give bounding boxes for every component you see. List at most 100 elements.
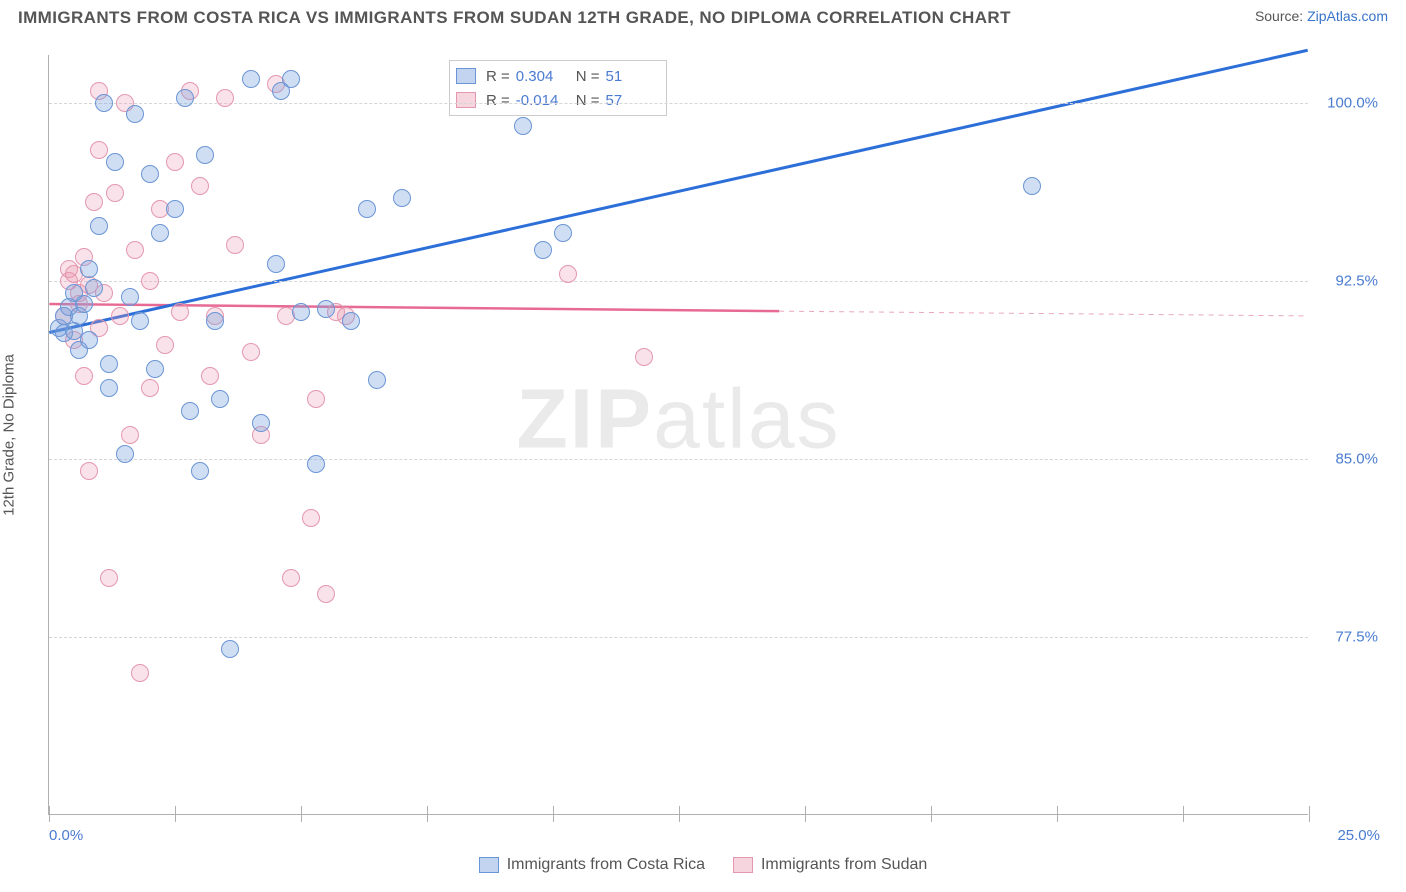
x-tick xyxy=(805,814,806,822)
scatter-point-costa-rica xyxy=(514,117,532,135)
scatter-point-sudan xyxy=(80,462,98,480)
scatter-point-sudan xyxy=(171,303,189,321)
legend-swatch-blue xyxy=(456,68,476,84)
source-attribution: Source: ZipAtlas.com xyxy=(1255,8,1388,24)
scatter-point-sudan xyxy=(226,236,244,254)
x-tick xyxy=(1183,814,1184,822)
gridline xyxy=(49,459,1308,460)
x-tick xyxy=(301,814,302,822)
scatter-point-sudan xyxy=(100,569,118,587)
scatter-point-costa-rica xyxy=(317,300,335,318)
x-tick-inner xyxy=(427,806,428,814)
x-tick-inner xyxy=(679,806,680,814)
scatter-point-sudan xyxy=(111,307,129,325)
legend-swatch-blue-icon xyxy=(479,857,499,873)
scatter-point-costa-rica xyxy=(181,402,199,420)
scatter-point-sudan xyxy=(559,265,577,283)
x-tick-inner xyxy=(175,806,176,814)
x-tick xyxy=(553,814,554,822)
scatter-point-sudan xyxy=(126,241,144,259)
scatter-point-sudan xyxy=(201,367,219,385)
x-tick-inner xyxy=(805,806,806,814)
x-tick-inner xyxy=(1057,806,1058,814)
r-value-blue: 0.304 xyxy=(516,68,566,85)
x-tick xyxy=(427,814,428,822)
scatter-point-sudan xyxy=(216,89,234,107)
scatter-point-sudan xyxy=(317,585,335,603)
scatter-point-costa-rica xyxy=(206,312,224,330)
scatter-point-costa-rica xyxy=(100,379,118,397)
y-axis-label: 12th Grade, No Diploma xyxy=(1,354,18,516)
scatter-point-sudan xyxy=(121,426,139,444)
scatter-point-sudan xyxy=(141,379,159,397)
scatter-point-sudan xyxy=(242,343,260,361)
scatter-point-costa-rica xyxy=(267,255,285,273)
x-tick-inner xyxy=(931,806,932,814)
legend-swatch-pink xyxy=(456,92,476,108)
scatter-point-costa-rica xyxy=(292,303,310,321)
scatter-point-costa-rica xyxy=(554,224,572,242)
scatter-point-costa-rica xyxy=(1023,177,1041,195)
scatter-point-costa-rica xyxy=(85,279,103,297)
chart-title: IMMIGRANTS FROM COSTA RICA VS IMMIGRANTS… xyxy=(18,8,1011,28)
trend-line xyxy=(49,50,1307,332)
scatter-point-costa-rica xyxy=(100,355,118,373)
x-tick-inner xyxy=(49,806,50,814)
scatter-point-costa-rica xyxy=(282,70,300,88)
trend-line xyxy=(779,311,1308,316)
scatter-point-costa-rica xyxy=(166,200,184,218)
scatter-point-sudan xyxy=(90,141,108,159)
x-tick xyxy=(49,814,50,822)
scatter-point-sudan xyxy=(141,272,159,290)
chart-container: 12th Grade, No Diploma ZIPatlas 0.0% 25.… xyxy=(48,55,1388,815)
n-label: N = xyxy=(576,92,600,109)
legend-item-sudan: Immigrants from Sudan xyxy=(733,856,927,874)
y-tick-label: 92.5% xyxy=(1318,272,1378,289)
scatter-point-costa-rica xyxy=(80,331,98,349)
scatter-point-costa-rica xyxy=(75,295,93,313)
scatter-point-costa-rica xyxy=(106,153,124,171)
x-tick xyxy=(679,814,680,822)
y-tick-label: 77.5% xyxy=(1318,628,1378,645)
x-tick-inner xyxy=(1183,806,1184,814)
scatter-point-sudan xyxy=(75,367,93,385)
source-link[interactable]: ZipAtlas.com xyxy=(1307,8,1388,24)
scatter-point-sudan xyxy=(131,664,149,682)
scatter-point-costa-rica xyxy=(116,445,134,463)
scatter-point-costa-rica xyxy=(90,217,108,235)
scatter-point-sudan xyxy=(106,184,124,202)
scatter-point-costa-rica xyxy=(141,165,159,183)
scatter-point-costa-rica xyxy=(252,414,270,432)
n-value-blue: 51 xyxy=(606,68,656,85)
scatter-point-sudan xyxy=(166,153,184,171)
n-label: N = xyxy=(576,68,600,85)
trend-lines-svg xyxy=(49,55,1308,814)
scatter-point-costa-rica xyxy=(80,260,98,278)
stats-legend-row-1: R = 0.304 N = 51 xyxy=(456,64,656,88)
scatter-point-costa-rica xyxy=(191,462,209,480)
r-label: R = xyxy=(486,68,510,85)
r-value-pink: -0.014 xyxy=(516,92,566,109)
stats-legend-row-2: R = -0.014 N = 57 xyxy=(456,88,656,112)
scatter-point-costa-rica xyxy=(131,312,149,330)
scatter-point-sudan xyxy=(85,193,103,211)
stats-legend-box: R = 0.304 N = 51 R = -0.014 N = 57 xyxy=(449,60,667,116)
x-axis-max-label: 25.0% xyxy=(1337,827,1380,844)
bottom-legend: Immigrants from Costa Rica Immigrants fr… xyxy=(0,856,1406,874)
scatter-point-sudan xyxy=(282,569,300,587)
scatter-point-costa-rica xyxy=(95,94,113,112)
scatter-point-costa-rica xyxy=(221,640,239,658)
x-tick-inner xyxy=(301,806,302,814)
legend-label-costa-rica: Immigrants from Costa Rica xyxy=(507,856,705,874)
scatter-point-costa-rica xyxy=(126,105,144,123)
gridline xyxy=(49,103,1308,104)
legend-item-costa-rica: Immigrants from Costa Rica xyxy=(479,856,705,874)
n-value-pink: 57 xyxy=(606,92,656,109)
scatter-point-costa-rica xyxy=(342,312,360,330)
scatter-point-costa-rica xyxy=(146,360,164,378)
scatter-point-costa-rica xyxy=(307,455,325,473)
r-label: R = xyxy=(486,92,510,109)
y-tick-label: 100.0% xyxy=(1318,94,1378,111)
scatter-point-sudan xyxy=(302,509,320,527)
x-tick xyxy=(1309,814,1310,822)
